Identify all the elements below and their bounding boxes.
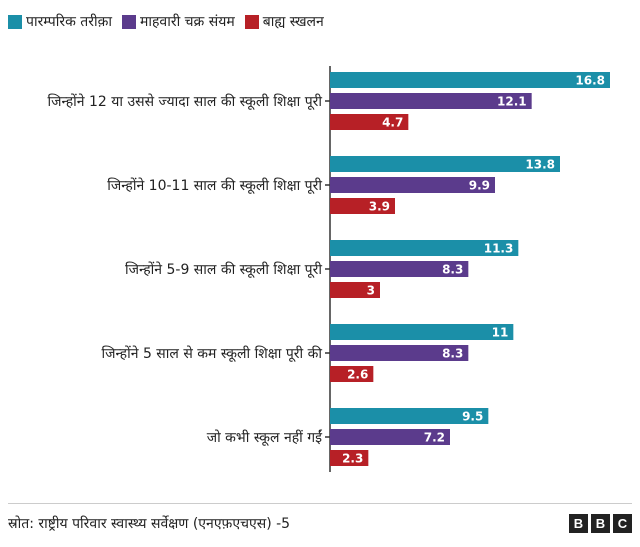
bbc-logo-letter: B — [569, 514, 588, 533]
legend-item-traditional: पारम्परिक तरीक़ा — [8, 12, 112, 31]
legend-swatch-withdrawal — [244, 14, 259, 29]
bar-value-label: 4.7 — [382, 116, 403, 130]
bar — [330, 240, 519, 256]
bar-value-label: 9.5 — [462, 410, 483, 424]
bar-value-label: 9.9 — [469, 179, 490, 193]
bar-value-label: 8.3 — [442, 347, 463, 361]
bar — [330, 324, 514, 340]
bar-value-label: 12.1 — [497, 95, 527, 109]
legend-swatch-traditional — [8, 14, 22, 29]
bbc-logo: B B C — [569, 514, 632, 533]
legend-label-withdrawal: बाह्य स्खलन — [262, 14, 324, 30]
bar-value-label: 8.3 — [442, 263, 463, 277]
bar — [330, 408, 489, 424]
bar-value-label: 11.3 — [484, 242, 514, 256]
bar-value-label: 13.8 — [525, 158, 555, 172]
bar — [330, 72, 610, 88]
bar-value-label: 2.3 — [342, 452, 363, 466]
bar — [330, 198, 395, 214]
legend-item-withdrawal: बाह्य स्खलन — [244, 12, 324, 31]
bar-value-label: 11 — [492, 326, 509, 340]
category-label: जो कभी स्कूल नहीं गईं — [207, 429, 323, 446]
bar — [330, 93, 532, 109]
chart-legend: पारम्परिक तरीक़ा माहवारी चक्र संयम बाह्य… — [8, 12, 324, 31]
category-label: जिन्होंने 5-9 साल की स्कूली शिक्षा पूरी — [125, 261, 322, 278]
legend-label-traditional: पारम्परिक तरीक़ा — [26, 14, 112, 30]
legend-item-calendar: माहवारी चक्र संयम — [122, 12, 235, 31]
bar — [330, 114, 409, 130]
bar — [330, 177, 495, 193]
bar-value-label: 3.9 — [369, 200, 390, 214]
bar-value-label: 7.2 — [424, 431, 445, 445]
bar — [330, 261, 469, 277]
bar-value-label: 2.6 — [347, 368, 368, 382]
legend-swatch-calendar — [122, 14, 136, 29]
bbc-logo-letter: B — [591, 514, 610, 533]
legend-label-calendar: माहवारी चक्र संयम — [140, 14, 235, 30]
category-label: जिन्होंने 12 या उससे ज्यादा साल की स्कूल… — [48, 93, 323, 110]
bar — [330, 366, 374, 382]
bar — [330, 429, 450, 445]
bar — [330, 450, 369, 466]
bar — [330, 282, 380, 298]
bar — [330, 156, 560, 172]
bar-chart: जिन्होंने 12 या उससे ज्यादा साल की स्कूल… — [48, 66, 610, 472]
category-label: जिन्होंने 5 साल से कम स्कूली शिक्षा पूरी… — [101, 345, 322, 362]
bar-value-label: 16.8 — [575, 74, 605, 88]
footer-divider — [8, 503, 632, 504]
bbc-logo-letter: C — [613, 514, 632, 533]
bar-value-label: 3 — [367, 284, 375, 298]
bar — [330, 345, 469, 361]
category-label: जिन्होंने 10-11 साल की स्कूली शिक्षा पूर… — [107, 177, 322, 194]
source-note: स्रोत: राष्ट्रीय परिवार स्वास्थ्य सर्वेक… — [8, 516, 291, 532]
